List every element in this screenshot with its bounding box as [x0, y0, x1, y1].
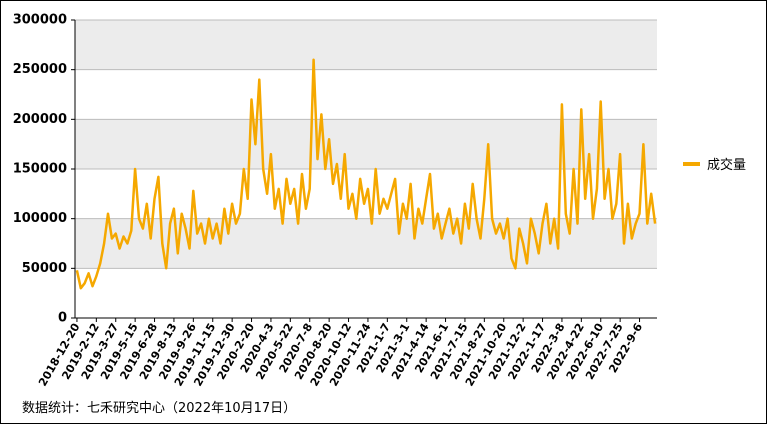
grid-band	[75, 218, 657, 269]
y-tick-label: 150000	[13, 162, 67, 177]
y-tick-label: 50000	[22, 261, 67, 276]
grid-band	[75, 20, 657, 70]
source-note: 数据统计：七禾研究中心（2022年10月17日）	[22, 401, 296, 416]
grid-band	[75, 119, 657, 169]
y-tick-label: 0	[58, 311, 67, 326]
legend-label: 成交量	[707, 157, 746, 173]
y-tick-label: 100000	[13, 211, 67, 226]
y-tick-label: 200000	[13, 112, 67, 127]
y-tick-label: 250000	[13, 62, 67, 77]
data-line	[75, 58, 657, 290]
y-tick-label: 300000	[13, 13, 67, 28]
